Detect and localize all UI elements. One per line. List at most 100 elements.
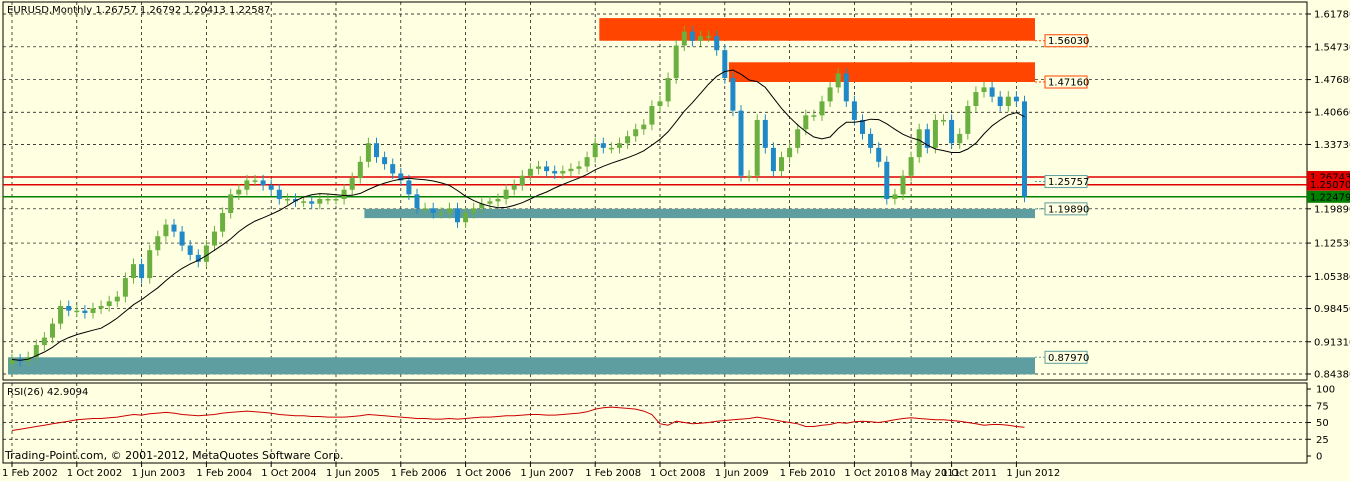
price-tick-label: 0.84380: [1314, 370, 1350, 381]
candle-body: [479, 203, 485, 209]
candle-body: [203, 245, 209, 262]
candle-body: [519, 175, 525, 186]
candle-body: [884, 161, 890, 200]
zone-label-box: [1044, 34, 1088, 48]
level-axis-tag-label: 1.26743: [1310, 172, 1350, 183]
candle-body: [187, 245, 193, 255]
time-tick-label: 1 Feb 2006: [391, 468, 447, 479]
time-tick-label: 8 May 2011: [901, 468, 960, 479]
candle-body: [811, 115, 817, 117]
candle-body: [171, 224, 177, 232]
candle-body: [155, 236, 161, 251]
candle-body: [74, 310, 80, 313]
zone-label-text: 0.87970: [1048, 353, 1089, 364]
candle-body: [746, 175, 752, 178]
candle-body: [349, 178, 355, 190]
candle-body: [600, 143, 606, 148]
candle-body: [131, 264, 136, 279]
level-labels: 1.56030 1.47160 1.25757 1.19890 0.87970: [1035, 34, 1089, 364]
candle-body: [568, 168, 574, 172]
rsi-tick-label: 25: [1316, 435, 1329, 446]
horizontal-levels: [3, 176, 1307, 198]
zone-label-box: [1044, 202, 1088, 216]
candle-body: [592, 143, 598, 158]
candle-body: [544, 166, 550, 172]
time-tick-label: 1 Feb 2010: [780, 468, 836, 479]
candle-body: [98, 306, 104, 309]
candle-body: [438, 212, 444, 215]
candle-body: [341, 189, 347, 200]
time-tick-label: 1 Oct 2006: [456, 468, 511, 479]
price-axis: 1.61780 1.54730 1.47680 1.40660 1.33730 1.198…: [1307, 10, 1350, 381]
candle-body: [560, 171, 566, 174]
candle-body: [576, 166, 582, 169]
candle-body: [325, 199, 331, 201]
candle-body: [357, 161, 363, 179]
candle-body: [1005, 96, 1011, 106]
candle-body: [463, 212, 469, 223]
candle-body: [455, 208, 460, 223]
price-tick-label: 1.33730: [1314, 140, 1350, 151]
candle-body: [617, 143, 622, 148]
rsi-tick-label: 50: [1316, 418, 1329, 429]
candle-body: [90, 308, 96, 313]
candle-body: [163, 224, 169, 237]
candle-body: [649, 106, 655, 125]
candle-body: [916, 129, 922, 158]
candle-body: [179, 231, 185, 246]
candle-body: [876, 147, 882, 162]
candle-body: [762, 119, 768, 148]
candle-body: [1022, 101, 1027, 197]
candle-body: [147, 250, 153, 279]
zone-label-text: 1.25757: [1048, 177, 1089, 188]
candle-body: [414, 194, 420, 209]
time-tick-label: 1 Feb 2008: [585, 468, 641, 479]
candle-body: [527, 168, 533, 176]
time-tick-label: 1 Oct 2011: [942, 468, 997, 479]
candle-body: [949, 119, 955, 144]
time-tick-label: 1 Feb 2002: [2, 468, 58, 479]
level-axis-tag-label: 1.22479: [1310, 192, 1350, 203]
ohlc-values: 1.26757 1.26792 1.20413 1.22587: [95, 5, 270, 16]
candle-body: [770, 147, 776, 172]
candle-body: [851, 101, 857, 120]
candle-body: [268, 185, 274, 190]
candle-body: [244, 180, 250, 190]
time-tick-label: 1 Jun 2012: [1006, 468, 1060, 479]
candle-body: [957, 133, 963, 144]
candle-body: [430, 208, 436, 213]
zone-label-text: 1.19890: [1048, 204, 1089, 215]
chart-header: EURUSD,Monthly 1.26757 1.26792 1.20413 1…: [7, 5, 270, 16]
candle-body: [779, 157, 784, 172]
candle-body: [803, 115, 809, 130]
candle-body: [641, 124, 647, 130]
rsi-axis: 100 75 50 25 0: [1307, 385, 1335, 463]
level-axis-tag: [1307, 190, 1350, 203]
price-tick-label: 1.61780: [1314, 10, 1350, 21]
time-tick-label: 1 Oct 2008: [650, 468, 705, 479]
rsi-tick-label: 0: [1316, 452, 1322, 463]
candle-body: [625, 136, 631, 144]
time-axis: 1 Feb 2002 1 Oct 2002 1 Jun 2003 1 Feb 2004…: [2, 463, 1060, 479]
time-tick-label: 1 Oct 2002: [67, 468, 122, 479]
candle-body: [333, 199, 339, 201]
candle-body: [608, 147, 614, 150]
candle-body: [892, 194, 898, 200]
time-tick-label: 1 Jun 2005: [326, 468, 380, 479]
price-tick-label: 1.40660: [1314, 108, 1350, 119]
candle-body: [220, 212, 226, 232]
time-tick-label: 1 Oct 2010: [844, 468, 899, 479]
candle-body: [66, 306, 72, 311]
candle-body: [997, 96, 1003, 106]
candle-body: [795, 129, 801, 148]
candle-body: [284, 199, 290, 201]
candle-body: [122, 278, 128, 297]
candle-body: [584, 157, 590, 167]
candlestick-series: [9, 26, 1027, 370]
candle-body: [706, 36, 712, 38]
candle-body: [924, 129, 930, 148]
candle-body: [835, 73, 841, 88]
candle-body: [33, 345, 39, 358]
